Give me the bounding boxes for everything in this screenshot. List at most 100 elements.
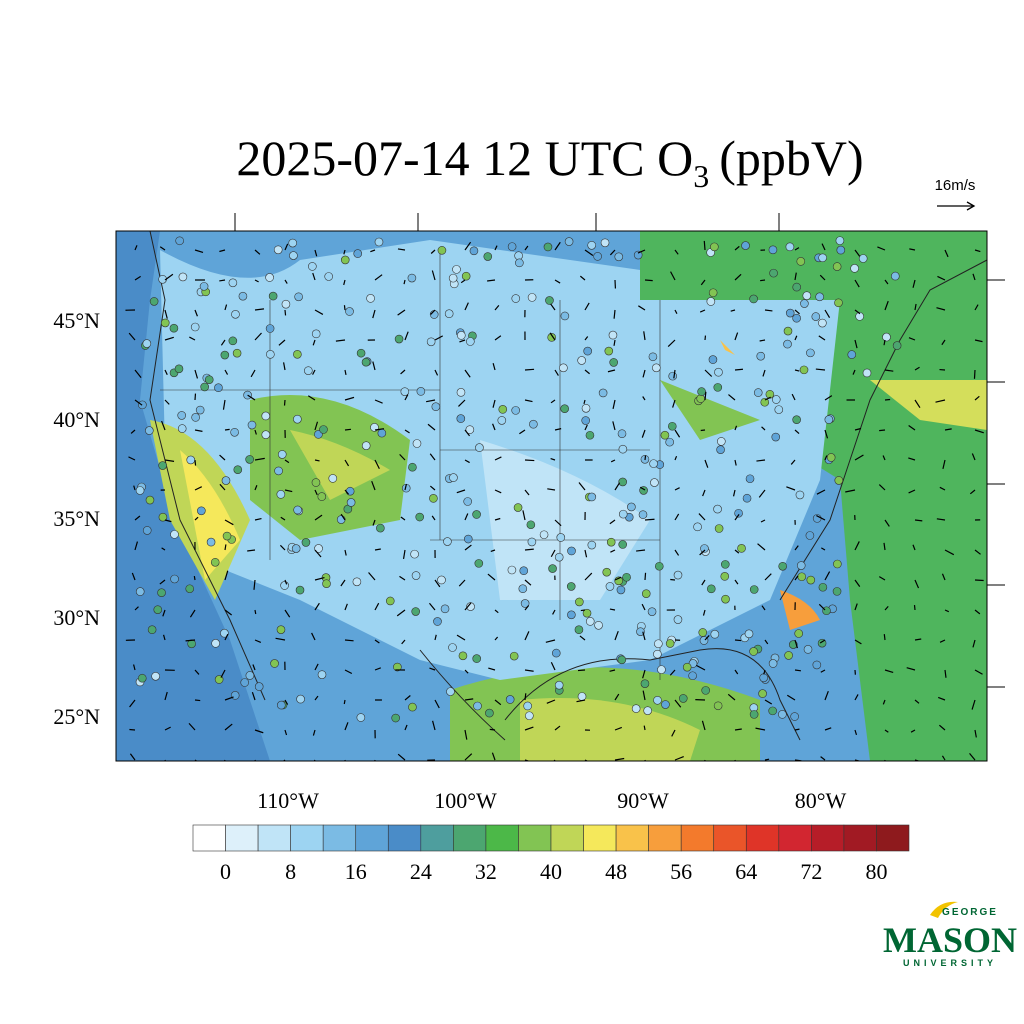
station (281, 299, 291, 309)
station (850, 264, 859, 273)
colorbar: 0 8 16 24 32 40 48 56 64 72 80 (192, 824, 910, 884)
station (345, 307, 354, 316)
station (448, 273, 458, 283)
wind-arrow (491, 752, 496, 761)
wind-arrow (734, 425, 738, 431)
station (575, 597, 584, 607)
wind-arrow (974, 249, 981, 253)
station (411, 607, 420, 616)
wind-arrow (672, 399, 676, 408)
wind-arrow (185, 639, 196, 642)
wind-arrow (134, 606, 139, 611)
wind-arrow (134, 245, 138, 251)
wind-arrow (609, 519, 616, 525)
wind-arrow (786, 694, 796, 701)
wind-arrow (728, 394, 736, 401)
wind-arrow (644, 572, 647, 581)
station (169, 323, 179, 333)
wind-arrow (343, 249, 346, 255)
station (474, 559, 484, 568)
wind-arrow (344, 639, 354, 642)
wind-arrow (489, 728, 496, 731)
wind-arrow (164, 691, 168, 701)
station (507, 565, 517, 575)
wind-arrow (914, 366, 920, 371)
station (585, 430, 595, 440)
wind-arrow (854, 427, 862, 431)
station (211, 639, 220, 648)
wind-arrow (673, 369, 676, 379)
station (449, 473, 458, 482)
wind-arrow (549, 332, 556, 341)
wind-arrow (254, 517, 262, 521)
wind-arrow (584, 549, 588, 558)
wind-arrow (674, 513, 680, 521)
station (774, 405, 784, 414)
wind-arrow (254, 308, 265, 311)
station (137, 673, 147, 683)
wind-arrow (579, 275, 586, 281)
wind-arrow (641, 603, 646, 611)
wind-arrow (335, 339, 346, 342)
map: 45°N 40°N 35°N 30°N 25°N 110°W 100°W 90°W 80°W (53, 213, 1005, 813)
station (210, 557, 220, 567)
station (240, 678, 250, 687)
wind-arrow (547, 488, 556, 491)
wind-arrow (275, 637, 286, 641)
wind-arrow (464, 369, 471, 378)
wind-arrow (284, 243, 289, 251)
station (485, 708, 494, 718)
station (507, 242, 517, 251)
wind-arrow (224, 369, 229, 375)
station (769, 268, 778, 278)
colorbar-box (843, 824, 877, 852)
wind-arrow (464, 753, 473, 761)
station (720, 572, 730, 581)
wind-arrow (194, 369, 199, 379)
wind-arrow (312, 339, 316, 346)
station (177, 424, 187, 433)
wind-arrow (280, 516, 286, 521)
station (622, 572, 631, 582)
station (458, 651, 468, 661)
wind-arrow (250, 369, 256, 378)
station (314, 544, 323, 553)
station (792, 282, 802, 292)
wind-arrow (609, 608, 616, 611)
wind-arrow (194, 249, 204, 254)
wind-arrow (254, 249, 261, 255)
wind-arrow (134, 275, 141, 281)
station (697, 387, 706, 396)
wind-arrow (460, 279, 466, 284)
wind-arrow (554, 369, 559, 376)
wind-arrow (794, 728, 800, 731)
station (581, 416, 590, 425)
station (802, 291, 812, 300)
station (142, 339, 152, 348)
station (765, 389, 775, 399)
wind-arrow (434, 634, 437, 641)
wind-arrow (162, 609, 166, 617)
wind-arrow (161, 420, 166, 431)
wind-arrow (464, 729, 468, 740)
station (818, 318, 827, 328)
station (812, 660, 822, 670)
wind-arrow (820, 669, 826, 673)
wind-arrow (164, 399, 170, 405)
station (463, 534, 473, 544)
wind-arrow (912, 279, 916, 288)
station (178, 272, 188, 282)
station (778, 710, 787, 719)
colorbar-box (387, 824, 422, 852)
wind-arrow (884, 519, 890, 527)
station (277, 700, 286, 710)
wind-arrow (254, 457, 265, 461)
station (818, 253, 827, 263)
station (606, 537, 616, 547)
station (627, 502, 636, 512)
wind-arrow (704, 635, 710, 641)
wind-arrow (193, 575, 196, 581)
wind-arrow (494, 335, 502, 341)
wind-arrow (374, 639, 380, 644)
wind-arrow (372, 309, 376, 319)
